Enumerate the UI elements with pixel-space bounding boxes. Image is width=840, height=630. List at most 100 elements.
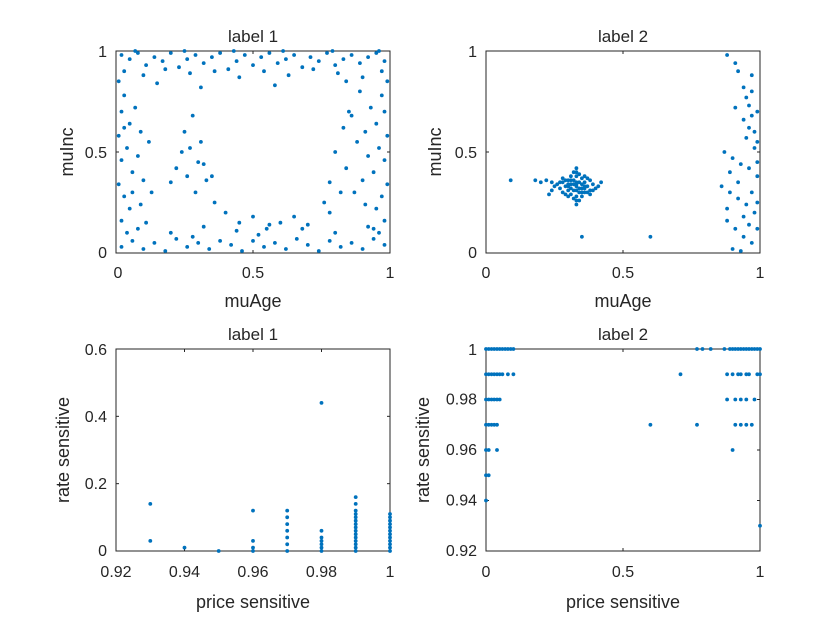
scatter-point — [149, 190, 154, 195]
subplot-1: label 1 muAge muInc 0 0.5 1 0 0.5 1 — [57, 27, 395, 311]
y-axis-label: muInc — [425, 127, 445, 176]
axes-box — [485, 50, 761, 254]
scatter-point — [755, 372, 760, 377]
scatter-point — [582, 190, 587, 195]
scatter-point — [738, 162, 743, 167]
x-axis-label: muAge — [224, 291, 281, 311]
scatter-point — [571, 196, 576, 201]
scatter-point — [755, 160, 760, 165]
scatter-point — [747, 125, 751, 130]
scatter-point — [210, 174, 214, 179]
scatter-point — [116, 79, 121, 84]
scatter-point — [486, 347, 491, 351]
scatter-point — [353, 545, 358, 550]
scatter-point — [319, 528, 324, 533]
scatter-point — [231, 49, 236, 53]
scatter-point — [388, 549, 392, 553]
scatter-point — [127, 121, 132, 126]
scatter-point — [484, 422, 488, 427]
scatter-point — [285, 542, 290, 547]
scatter-point — [333, 63, 338, 67]
scatter-point — [648, 422, 653, 427]
scatter-point — [558, 180, 562, 185]
scatter-point — [353, 515, 358, 520]
scatter-point — [738, 347, 743, 351]
scatter-point — [286, 73, 291, 78]
scatter-point — [538, 180, 543, 185]
scatter-point — [749, 422, 754, 427]
scatter-point — [580, 234, 584, 239]
scatter-point — [333, 150, 338, 154]
scatter-point — [574, 202, 579, 207]
y-tick-label: 0.5 — [455, 145, 477, 162]
scatter-point — [212, 69, 217, 74]
scatter-points — [484, 347, 762, 528]
scatter-point — [585, 176, 590, 181]
plot-title: label 1 — [228, 27, 278, 46]
scatter-point — [148, 539, 153, 543]
scatter-point — [574, 170, 579, 175]
scatter-point — [599, 180, 603, 185]
scatter-point — [508, 347, 513, 351]
scatter-point — [353, 518, 358, 523]
scatter-point — [582, 174, 587, 179]
scatter-point — [736, 180, 740, 185]
scatter-point — [648, 234, 653, 239]
y-tick-label: 1 — [98, 44, 107, 61]
scatter-point — [749, 89, 754, 94]
scatter-point — [725, 372, 729, 377]
scatter-point — [577, 172, 582, 177]
scatter-point — [506, 372, 510, 377]
y-tick-label: 0.4 — [85, 409, 107, 426]
scatter-point — [360, 75, 365, 80]
scatter-point — [385, 182, 390, 187]
scatter-point — [190, 234, 195, 239]
y-axis-label: rate sensitive — [413, 397, 433, 503]
scatter-point — [752, 129, 757, 134]
scatter-point — [319, 401, 324, 405]
scatter-point — [341, 57, 346, 61]
scatter-point — [371, 226, 376, 231]
scatter-point — [560, 176, 565, 181]
scatter-point — [130, 170, 135, 175]
scatter-point — [278, 220, 283, 225]
scatter-point — [722, 347, 727, 351]
scatter-point — [185, 57, 190, 61]
y-tick-label: 0.5 — [85, 145, 107, 162]
scatter-point — [353, 535, 358, 540]
x-tick-label: 0 — [114, 265, 123, 282]
scatter-point — [141, 247, 146, 251]
scatter-point — [251, 539, 255, 543]
scatter-point — [300, 65, 305, 70]
y-tick-label: 0.92 — [446, 543, 477, 560]
scatter-point — [366, 224, 370, 229]
x-tick-label: 0.5 — [612, 265, 634, 282]
scatter-point — [749, 190, 754, 195]
scatter-point — [155, 81, 160, 86]
scatter-point — [755, 226, 760, 231]
scatter-point — [486, 397, 491, 402]
scatter-point — [349, 113, 354, 118]
scatter-point — [382, 243, 387, 247]
scatter-point — [588, 192, 592, 197]
scatter-point — [580, 190, 584, 195]
scatter-point — [749, 241, 754, 245]
scatter-point — [353, 528, 358, 533]
tick-marks — [485, 50, 761, 254]
scatter-point — [700, 347, 705, 351]
scatter-point — [582, 180, 587, 185]
scatter-point — [196, 241, 201, 245]
scatter-point — [577, 180, 582, 185]
scatter-point — [563, 192, 568, 197]
scatter-point — [574, 166, 579, 171]
scatter-point — [360, 178, 365, 183]
scatter-point — [379, 69, 384, 74]
scatter-point — [577, 190, 582, 195]
scatter-point — [500, 347, 505, 351]
scatter-point — [199, 85, 203, 90]
scatter-point — [319, 542, 324, 547]
scatter-point — [125, 146, 129, 150]
scatter-point — [733, 347, 738, 351]
scatter-point — [695, 347, 699, 351]
scatter-point — [484, 448, 488, 452]
